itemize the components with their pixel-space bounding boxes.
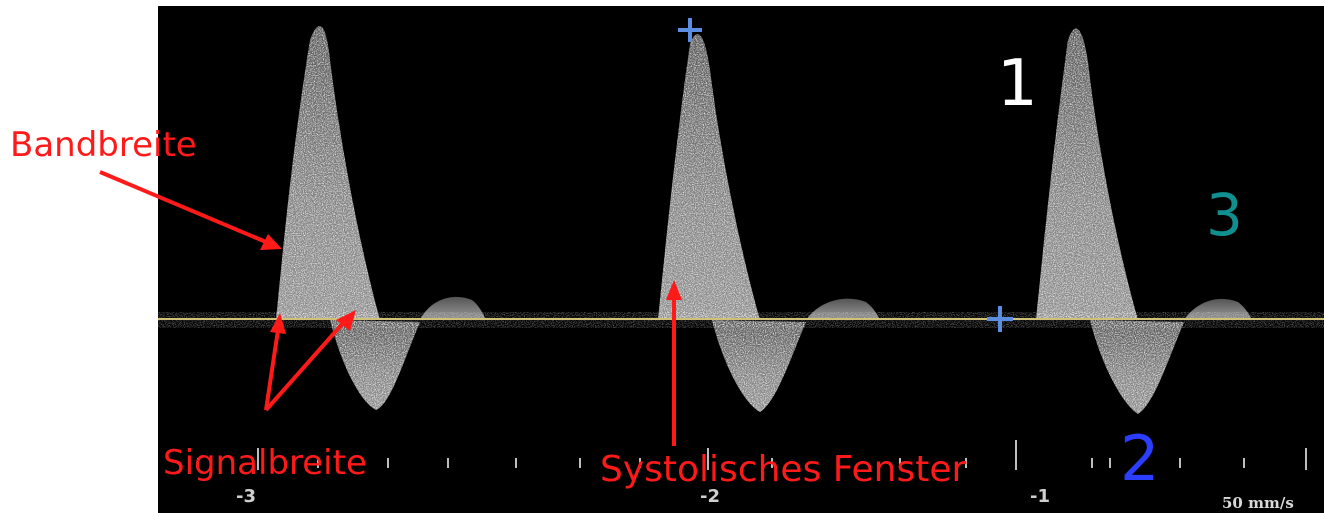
bandbreite-arrow	[99, 170, 267, 244]
number-2-label: 2	[1120, 422, 1160, 495]
number-1-label: 1	[997, 47, 1038, 121]
bandbreite-label: Bandbreite	[10, 125, 197, 165]
signalbreite-arrow-left	[264, 329, 280, 411]
time-label-minus-3: -3	[236, 486, 256, 507]
systolisches-fenster-label: Systolisches Fenster	[600, 449, 967, 490]
signalbreite-arrowhead-left	[270, 313, 286, 334]
caliper-marker-top	[678, 18, 702, 42]
annotation-arrows	[99, 170, 682, 446]
bandbreite-arrowhead	[260, 234, 282, 250]
signalbreite-arrow-right	[264, 320, 346, 412]
time-label-minus-1: -1	[1030, 486, 1050, 507]
sweep-speed-label: 50 mm/s	[1222, 494, 1294, 512]
time-tick-marks	[197, 440, 1307, 470]
time-label-minus-2: -2	[700, 486, 720, 507]
speckle-layer	[276, 26, 1184, 414]
signalbreite-label: Signalbreite	[163, 443, 367, 483]
number-3-label: 3	[1206, 181, 1243, 249]
signalbreite-arrowhead-right	[336, 310, 356, 331]
caliper-marker-baseline	[987, 306, 1013, 332]
systolisch-arrowhead	[666, 280, 682, 300]
